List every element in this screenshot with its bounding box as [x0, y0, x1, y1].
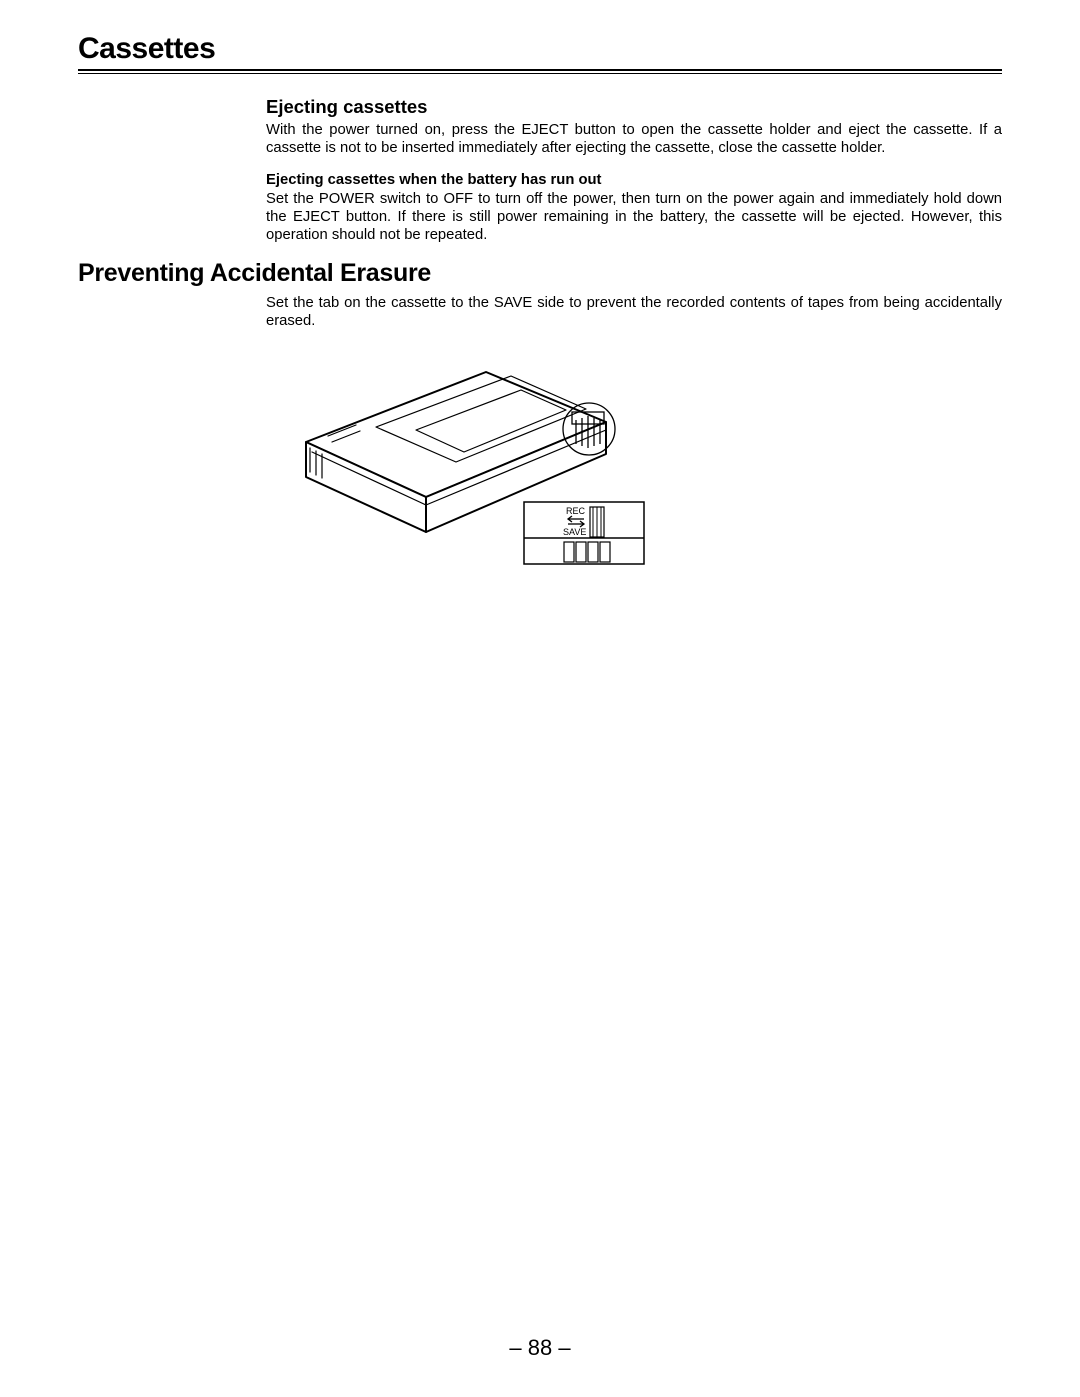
page-title: Cassettes: [78, 32, 1002, 66]
preventing-para-1: Set the tab on the cassette to the SAVE …: [266, 294, 1002, 331]
rule-thick: [78, 69, 1002, 71]
rule-thin: [78, 73, 1002, 74]
preventing-heading: Preventing Accidental Erasure: [78, 259, 1002, 288]
section-preventing: Set the tab on the cassette to the SAVE …: [266, 294, 1002, 331]
save-label: SAVE: [563, 527, 586, 537]
section-ejecting: Ejecting cassettes With the power turned…: [266, 96, 1002, 245]
ejecting-para-2: Set the POWER switch to OFF to turn off …: [266, 190, 1002, 245]
tab-detail-box: REC SAVE: [524, 502, 644, 564]
page-number: – 88 –: [0, 1335, 1080, 1361]
manual-page: Cassettes Ejecting cassettes With the po…: [0, 0, 1080, 1397]
ejecting-heading: Ejecting cassettes: [266, 96, 1002, 118]
rec-label: REC: [566, 506, 586, 516]
ejecting-bold-line: Ejecting cassettes when the battery has …: [266, 172, 1002, 188]
ejecting-para-1: With the power turned on, press the EJEC…: [266, 121, 1002, 158]
cassette-figure: REC SAVE: [266, 352, 766, 607]
cassette-svg: REC SAVE: [266, 352, 666, 602]
